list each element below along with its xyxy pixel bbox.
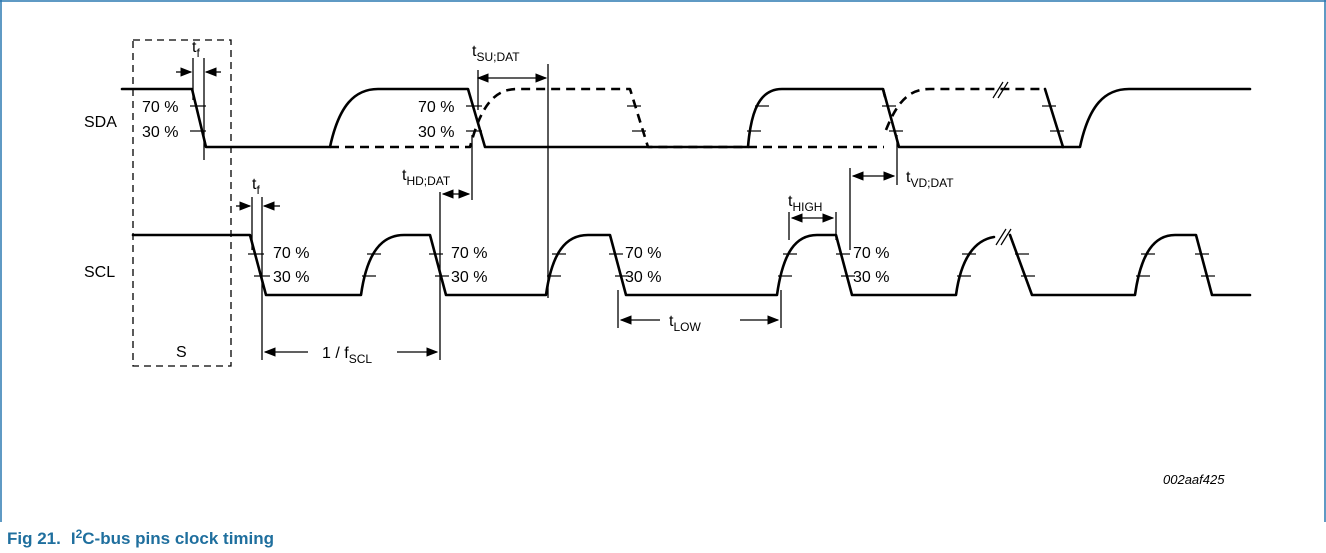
period-label: 1 / f (322, 345, 349, 362)
svg-text:tHIGH: tHIGH (788, 193, 822, 214)
scl-level-ticks (248, 253, 1215, 277)
svg-text:tf: tf (192, 39, 200, 60)
thd-dat-sub: HD;DAT (406, 174, 450, 188)
tlow-t: t (669, 313, 674, 330)
svg-text:tSU;DAT: tSU;DAT (472, 43, 520, 64)
start-condition-box (132, 39, 232, 367)
sda-30-label-b: 30 % (418, 124, 454, 141)
sda-tf-sub: f (196, 46, 200, 60)
figure-caption: Fig 21. I2C-bus pins clock timing (7, 527, 274, 548)
scl-30-label-a: 30 % (273, 269, 309, 286)
svg-text:tHD;DAT: tHD;DAT (402, 167, 451, 188)
caption-title-sup: 2 (76, 527, 83, 541)
sda-30-label-a: 30 % (142, 124, 178, 141)
scl-tf-sub: f (256, 183, 260, 197)
thigh-sub: HIGH (792, 200, 822, 214)
period-sub: SCL (349, 352, 373, 366)
tvd-dat-annotation: tVD;DAT (849, 135, 954, 250)
scl-waveform (131, 228, 1252, 297)
scl-30-label-b: 30 % (451, 269, 487, 286)
svg-text:1 / fSCL: 1 / fSCL (322, 345, 372, 366)
svg-text:tVD;DAT: tVD;DAT (906, 169, 954, 190)
scl-30-label-c: 30 % (625, 269, 661, 286)
sda-70-label-a: 70 % (142, 99, 178, 116)
caption-title-post: C-bus pins clock timing (82, 529, 274, 548)
tvd-dat-t: t (906, 169, 911, 186)
scl-70-label-d: 70 % (853, 245, 889, 262)
scl-70-label-c: 70 % (625, 245, 661, 262)
sda-level-ticks (190, 105, 1064, 132)
scl-label: SCL (84, 264, 115, 281)
tlow-annotation: tLOW (617, 290, 782, 334)
svg-text:tLOW: tLOW (669, 313, 701, 334)
tvd-dat-sub: VD;DAT (910, 176, 954, 190)
thd-dat-t: t (402, 167, 407, 184)
thigh-t: t (788, 193, 793, 210)
svg-text:tf: tf (252, 176, 260, 197)
scl-70-label-b: 70 % (451, 245, 487, 262)
caption-title-pre: I (71, 529, 76, 548)
tlow-sub: LOW (673, 320, 701, 334)
sda-70-label-b: 70 % (418, 99, 454, 116)
tsu-dat-annotation: tSU;DAT (472, 43, 549, 298)
scl-tf-t: t (252, 176, 257, 193)
scl-70-label-a: 70 % (273, 245, 309, 262)
figure-code: 002aaf425 (1163, 472, 1225, 487)
thigh-annotation: tHIGH (788, 193, 837, 240)
period-annotation: 1 / fSCL (263, 345, 439, 366)
sda-tf-annotation: tf (176, 39, 221, 160)
sda-tf-t: t (192, 39, 197, 56)
tsu-dat-sub: SU;DAT (476, 50, 520, 64)
scl-30-label-d: 30 % (853, 269, 889, 286)
sda-label: SDA (84, 114, 117, 131)
tsu-dat-t: t (472, 43, 477, 60)
thd-dat-annotation: tHD;DAT (402, 135, 473, 360)
caption-number: Fig 21. (7, 529, 61, 548)
start-label: S (176, 344, 187, 361)
scl-tf-annotation: tf (236, 176, 280, 360)
sda-waveform (120, 81, 1252, 149)
